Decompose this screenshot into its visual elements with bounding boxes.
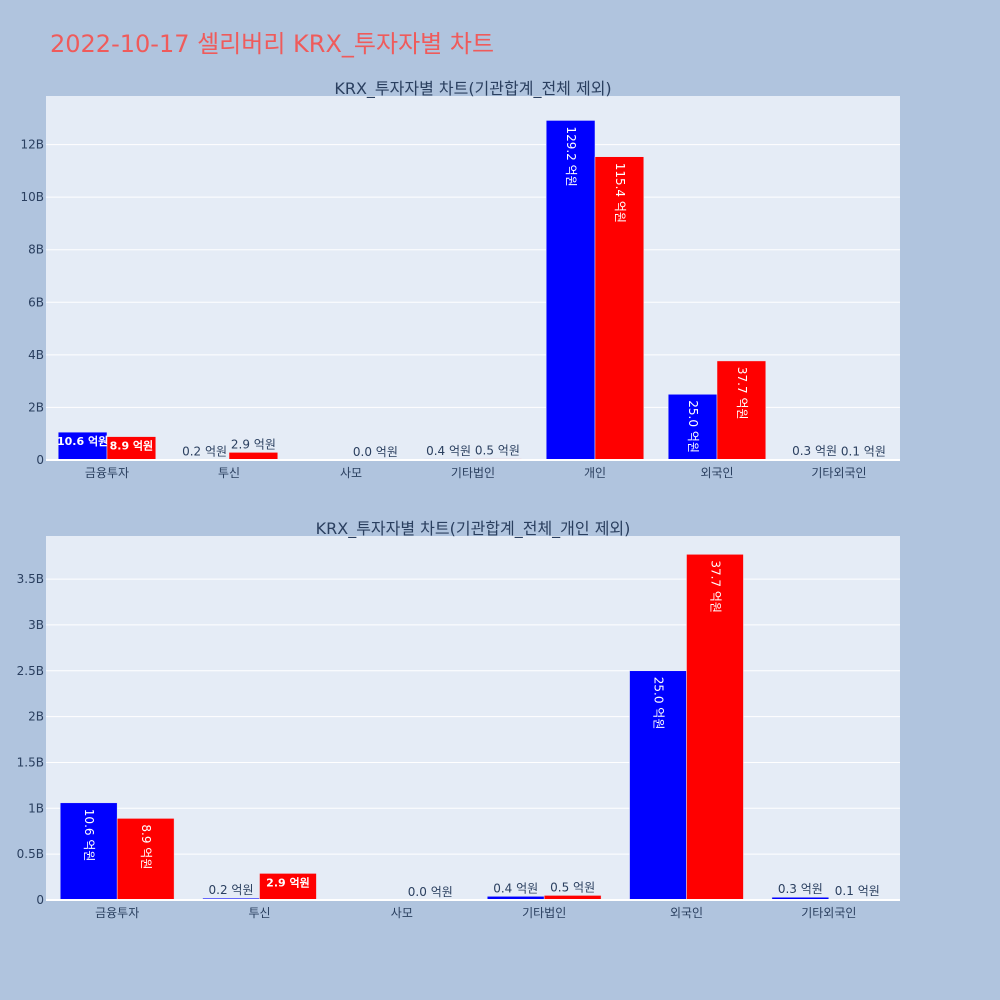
bar-sell [116, 818, 175, 901]
y-tick-label: 0.5B [17, 847, 44, 861]
data-label: 8.9 억원 [139, 824, 153, 869]
data-label: 0.1 억원 [841, 445, 886, 459]
y-tick-label: 3B [28, 618, 44, 632]
x-tick-label: 기타법인 [522, 906, 566, 920]
x-tick-label: 투신 [248, 906, 270, 920]
y-tick-label: 2B [28, 400, 44, 414]
bar-sell [228, 452, 279, 461]
data-label: 129.2 억원 [564, 126, 578, 186]
page-title: 2022-10-17 셀리버리 KRX_투자자별 차트 [50, 30, 495, 58]
data-label: 2.9 억원 [231, 437, 276, 451]
bar-buy [629, 670, 687, 901]
x-tick-label: 금융투자 [95, 906, 139, 920]
y-tick-label: 0 [36, 453, 44, 467]
chart-title: KRX_투자자별 차트(기관합계_전체 제외) [334, 79, 611, 99]
y-tick-label: 4B [28, 348, 44, 362]
x-tick-label: 기타법인 [451, 466, 495, 480]
chart-title: KRX_투자자별 차트(기관합계_전체_개인 제외) [316, 519, 631, 539]
x-tick-label: 기타외국인 [811, 466, 866, 480]
plot-area [46, 96, 900, 460]
data-label: 0.5 억원 [475, 444, 520, 458]
data-label: 0.3 억원 [778, 882, 823, 896]
bar-sell [716, 360, 767, 461]
bar-sell [259, 873, 317, 901]
data-label: 37.7 억원 [735, 367, 749, 420]
data-label: 0.3 억원 [792, 444, 837, 458]
x-tick-label: 외국인 [670, 906, 703, 920]
y-tick-label: 12B [20, 138, 44, 152]
plot-area [46, 536, 900, 900]
y-tick-label: 3.5B [17, 572, 44, 586]
y-tick-label: 2B [28, 710, 44, 724]
data-label: 0.5 억원 [550, 880, 595, 894]
x-tick-label: 기타외국인 [801, 906, 856, 920]
bar-sell [686, 554, 744, 901]
data-label: 0.2 억원 [209, 883, 254, 897]
data-label: 0.1 억원 [835, 884, 880, 898]
data-label: 25.0 억원 [686, 400, 700, 453]
x-tick-label: 사모 [340, 466, 362, 480]
x-tick-label: 투신 [218, 466, 240, 480]
data-label: 115.4 억원 [613, 163, 627, 223]
y-tick-label: 10B [20, 190, 44, 204]
bar-sell [594, 156, 645, 461]
y-tick-label: 8B [28, 243, 44, 257]
y-tick-label: 1B [28, 801, 44, 815]
y-tick-label: 2.5B [17, 664, 44, 678]
data-label: 0.4 억원 [426, 444, 471, 458]
y-tick-label: 1.5B [17, 755, 44, 769]
data-label: 2.9 억원 [266, 875, 310, 889]
y-tick-label: 0 [36, 893, 44, 907]
x-tick-label: 사모 [391, 906, 413, 920]
bar-buy [59, 802, 118, 901]
data-label: 0.2 억원 [182, 444, 227, 458]
x-tick-label: 개인 [584, 466, 606, 480]
data-label: 0.0 억원 [408, 885, 453, 899]
data-label: 37.7 억원 [708, 560, 722, 613]
investor-chart-excl-institution-individual: 0 0.5B 1B 1.5B 2B 2.5B 3B 3.5B KRX_투자자별 차트(기관합계_… [17, 519, 900, 920]
data-label: 25.0 억원 [652, 677, 666, 730]
investor-chart-excl-institution: 0 2B 4B 6B 8B 10B 12B KRX_투자자별 차트(기관합계_전체 제외) 금융… [20, 79, 900, 480]
x-tick-label: 금융투자 [85, 466, 129, 480]
data-label: 0.0 억원 [353, 445, 398, 459]
data-label: 8.9 억원 [110, 439, 154, 453]
data-label: 10.6 억원 [82, 809, 96, 862]
x-tick-label: 외국인 [700, 466, 733, 480]
y-tick-label: 6B [28, 295, 44, 309]
data-label: 0.4 억원 [493, 881, 538, 895]
data-label: 10.6 억원 [57, 434, 108, 448]
